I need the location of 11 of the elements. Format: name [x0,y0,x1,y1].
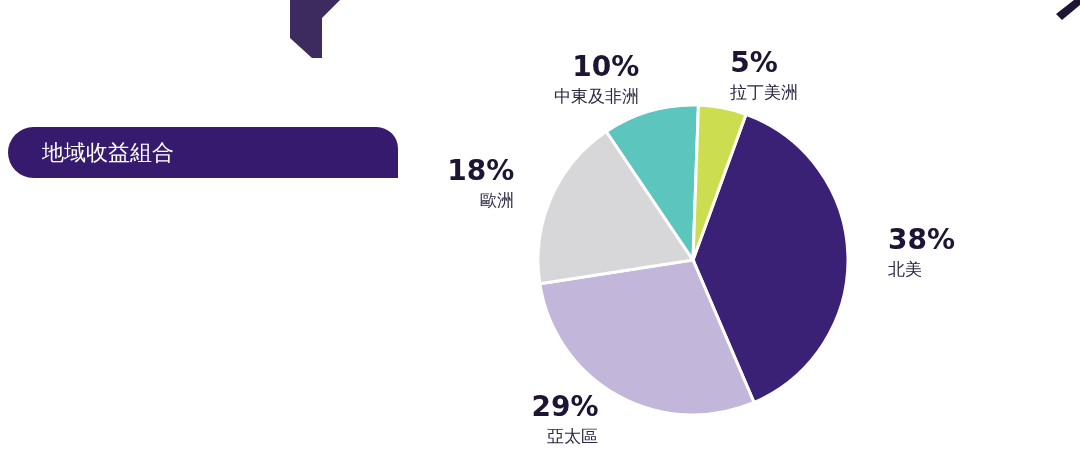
text: 地域收益組合 [42,139,174,166]
data-label: 5% [730,46,778,80]
slice-label: 北美 [887,258,922,279]
data-label: 18% [447,153,515,187]
slice-label: 亞太區 [547,425,599,446]
data-label: 29% [531,389,599,423]
slice-label: 拉丁美洲 [730,82,799,103]
data-label: 10% [572,50,640,84]
slice-label: 歐洲 [480,189,515,210]
slice-label: 中東及非洲 [554,86,640,107]
data-label: 38% [887,222,955,256]
